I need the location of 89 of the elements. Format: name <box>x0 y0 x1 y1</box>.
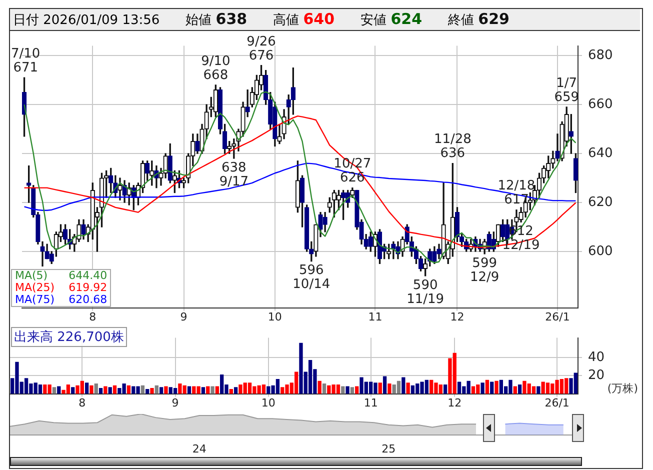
bar <box>108 387 112 394</box>
bar <box>546 382 550 394</box>
bar <box>71 387 75 394</box>
bar <box>38 384 42 394</box>
bar <box>126 385 131 394</box>
bar <box>341 386 345 394</box>
annotation: 638 9/17 <box>219 160 249 190</box>
text: MA(25) 619.92 <box>15 281 108 294</box>
bar <box>513 386 517 394</box>
text: 始値 638 <box>186 10 248 29</box>
x-tick-label: 12 <box>448 396 462 410</box>
x-tick-label: 26/1 <box>544 396 570 410</box>
bar <box>485 380 490 394</box>
bar <box>318 380 322 394</box>
x-tick-label: 12 <box>450 310 464 324</box>
x-tick-label: 8 <box>89 310 96 324</box>
y-tick-label: 660 <box>588 96 613 112</box>
bar <box>150 388 154 394</box>
bar <box>480 382 484 394</box>
annotation: 7/10 671 <box>10 46 40 76</box>
bar <box>140 385 145 394</box>
bar <box>536 386 540 394</box>
bar <box>94 384 98 394</box>
y-tick-label: 600 <box>588 244 613 259</box>
bar <box>112 385 117 394</box>
bar <box>52 387 56 394</box>
bar <box>322 384 326 394</box>
y-tick-label: 40 <box>588 350 605 366</box>
bar <box>104 386 108 394</box>
bar <box>443 384 448 394</box>
x-tick-label: 26/1 <box>545 310 570 324</box>
x-tick-label: 9 <box>172 396 179 410</box>
chart-title: 出来高 226,700株 <box>11 327 127 347</box>
bar <box>201 387 206 394</box>
bar <box>173 388 178 394</box>
bar <box>350 387 354 394</box>
y-tick-label: 640 <box>588 146 613 161</box>
bar <box>410 385 415 394</box>
annotation: 590 11/19 <box>406 278 444 307</box>
annotation: 11/28 636 <box>434 132 472 162</box>
bar <box>471 386 476 394</box>
x-tick-label: 24 <box>192 442 206 456</box>
annotation: 596 10/14 <box>292 263 330 292</box>
bar <box>499 380 504 394</box>
x-tick-label: 11 <box>368 310 382 324</box>
text: 終値 629 <box>448 10 510 29</box>
bar <box>262 384 266 394</box>
y-tick-label: 620 <box>588 194 613 210</box>
bar <box>490 382 494 394</box>
bar <box>90 385 94 394</box>
bar <box>98 388 103 394</box>
bar <box>234 387 238 394</box>
bar <box>210 386 214 394</box>
bar <box>159 387 164 394</box>
text: MA(75) 620.68 <box>15 293 108 306</box>
bar <box>382 376 387 394</box>
bar <box>406 382 410 394</box>
x-tick-label: 9 <box>180 310 188 324</box>
bar <box>346 386 350 394</box>
x-tick-label: 10 <box>268 310 282 324</box>
bar <box>206 386 210 394</box>
annotation: 9/26 676 <box>246 34 276 64</box>
bar <box>402 377 406 394</box>
bar <box>532 386 536 394</box>
bar <box>187 386 192 394</box>
bar <box>355 386 359 394</box>
bar <box>57 386 61 394</box>
x-tick-label: 11 <box>364 396 378 410</box>
bar <box>378 382 382 394</box>
text: MA(5) 644.40 <box>15 269 108 282</box>
bar <box>154 385 158 394</box>
annotation: 9/10 668 <box>201 54 230 83</box>
bar <box>518 384 522 394</box>
bar <box>84 382 89 394</box>
y-axis-title: (万株) <box>607 381 638 396</box>
bar <box>396 380 401 394</box>
bar <box>164 386 168 394</box>
text: 高値 640 <box>273 10 335 29</box>
text: 安値 624 <box>360 10 422 29</box>
annotation: 599 12/9 <box>470 256 500 285</box>
bar <box>388 384 392 394</box>
y-tick-label: 20 <box>588 368 605 384</box>
y-tick-label: 680 <box>588 48 613 63</box>
x-tick-label: 10 <box>261 396 276 410</box>
x-tick-label: 8 <box>78 396 86 410</box>
bar <box>215 386 220 394</box>
chart-title: 日付 2026/01/09 13:56 <box>13 12 160 28</box>
bar <box>494 380 498 394</box>
x-tick-label: 25 <box>382 442 396 456</box>
